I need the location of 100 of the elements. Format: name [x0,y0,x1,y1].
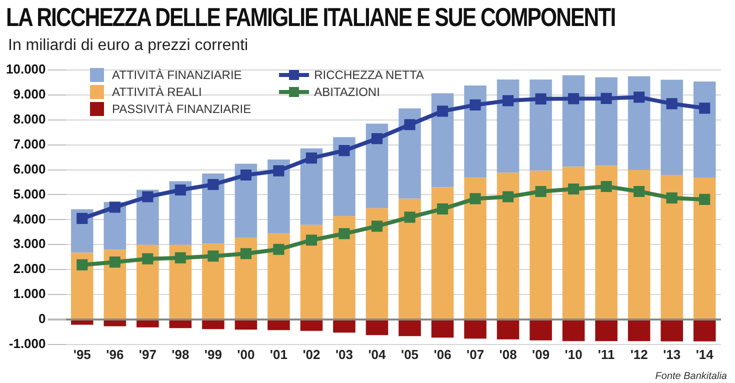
bar [595,166,618,318]
point [76,212,88,224]
point [371,220,383,232]
point [174,184,186,196]
x-tick-label: '02 [302,346,320,362]
bar [398,198,421,318]
point [600,180,612,192]
bar [464,85,486,178]
point [666,192,678,204]
bar [431,187,454,318]
point [535,186,546,198]
point [600,92,612,104]
x-tick-label: '14 [696,346,714,362]
point [338,145,350,156]
y-tick-label: 10.000 [6,62,46,77]
bar [136,320,159,328]
bar [202,320,224,330]
bar [496,79,520,173]
y-tick-label: 7.000 [13,136,46,152]
x-tick-label: '96 [106,346,124,362]
point [273,165,284,176]
point [338,228,350,240]
point [634,186,645,198]
bar [431,93,454,188]
point [404,212,416,223]
x-tick-label: '97 [138,346,156,362]
y-tick-label: 5.000 [13,186,46,202]
bar [628,170,650,318]
x-tick-label: '11 [598,346,615,362]
bar [268,233,290,318]
point [174,252,186,264]
x-tick-label: '13 [663,346,681,362]
chart-title: LA RICCHEZZA DELLE FAMIGLIE ITALIANE E SUE COMPONENTI [6,2,616,33]
bar [268,320,290,330]
x-tick-label: '12 [630,346,648,362]
bar [300,224,323,318]
point [502,95,514,106]
y-tick-label: 8.000 [13,111,46,126]
point [371,133,383,144]
point [208,250,219,262]
bar [628,320,650,342]
point [699,194,710,206]
bar [562,166,585,318]
point [436,106,448,117]
bar [202,244,224,318]
y-tick-label: 4.000 [13,211,46,226]
y-tick-label: 1.000 [13,286,46,302]
legend-label: RICCHEZZA NETTA [314,68,424,82]
bar [333,320,356,333]
y-tick-label: 0 [38,311,46,326]
legend-label: ATTIVITÀ FINANZIARIE [112,68,242,82]
bar [366,208,388,318]
bar [530,170,552,318]
point [240,248,252,260]
bar [71,320,94,325]
point [142,191,154,202]
point [535,93,546,104]
bar [595,77,618,166]
y-tick-label: 9.000 [13,86,46,102]
x-tick-label: '06 [434,346,452,362]
bar [366,320,388,336]
y-tick-label: 6.000 [13,161,46,176]
bar [595,320,618,342]
bar [136,244,159,318]
x-tick-label: '01 [270,346,288,362]
point [666,98,678,110]
bar [693,320,716,342]
bar [693,81,716,178]
legend-label: ATTIVITÀ REALI [112,84,202,98]
point [273,244,284,255]
x-tick-label: '95 [73,346,91,362]
point [568,93,580,104]
bar [464,320,486,339]
bar [398,108,421,199]
x-tick-label: '99 [204,346,222,362]
point [208,178,219,190]
x-tick-label: '03 [335,346,354,362]
x-tick-label: '04 [368,346,387,362]
point [306,152,318,164]
legend-label: PASSIVITÀ FINANZIARIE [112,102,252,116]
point [404,119,416,130]
bar [300,320,323,331]
y-tick-label: 3.000 [13,236,46,252]
x-tick-label: '09 [532,346,550,362]
bar [169,320,192,328]
chart-subtitle: In miliardi di euro a prezzi correnti [8,37,248,55]
point [634,92,645,103]
legend-label: ABITAZIONI [314,84,380,98]
point [470,99,481,110]
x-tick-label: '07 [466,346,484,362]
bar [431,320,454,338]
source-note: Fonte Bankitalia [655,371,727,382]
point [306,234,318,246]
x-tick-label: '05 [400,346,419,362]
bar [234,320,258,330]
bar [333,216,356,318]
x-tick-label: '98 [172,346,190,362]
point [470,193,481,204]
bar [660,80,683,176]
bar [530,79,552,171]
